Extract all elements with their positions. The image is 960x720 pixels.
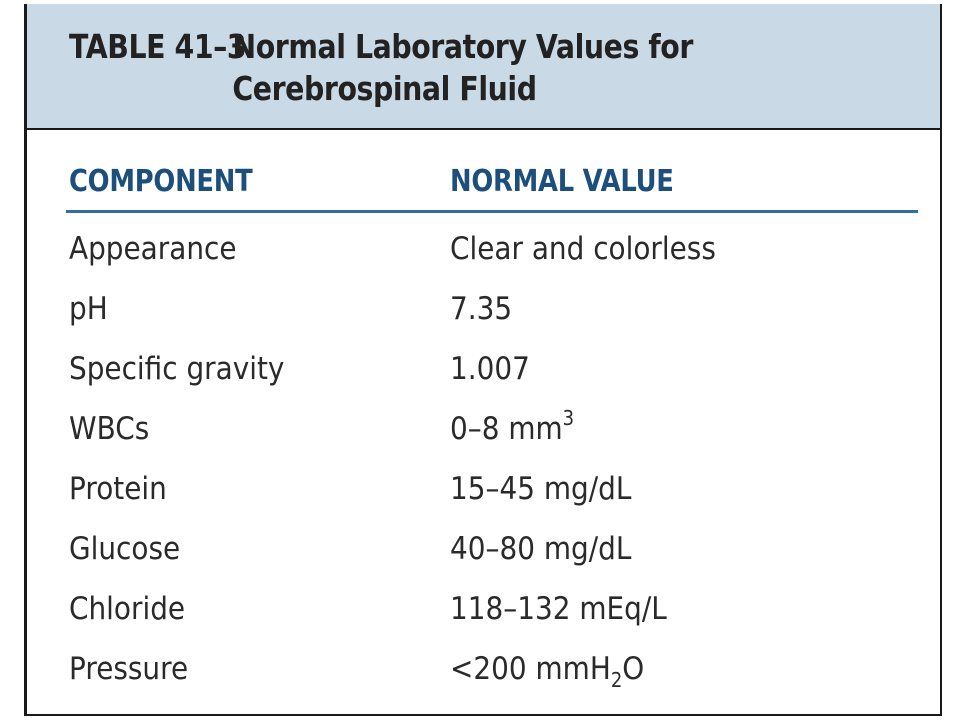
table-title: TABLE 41–3Normal Laboratory Values for C… [69, 26, 693, 110]
table-body: Appearance Clear and colorless pH 7.35 S… [27, 219, 940, 699]
component-cell: Specific gravity [69, 351, 285, 387]
table-title-band: TABLE 41–3Normal Laboratory Values for C… [27, 4, 940, 130]
table-row: Specific gravity 1.007 [27, 339, 940, 399]
table-row: Pressure <200 mmH2O [27, 639, 940, 699]
table-row: Protein 15–45 mg/dL [27, 459, 940, 519]
component-cell: Appearance [69, 231, 237, 267]
component-cell: pH [69, 291, 108, 327]
component-cell: Protein [69, 471, 167, 507]
value-cell: 1.007 [450, 351, 530, 387]
value-cell: <200 mmH2O [450, 639, 644, 699]
value-cell: 15–45 mg/dL [450, 471, 632, 507]
value-text-tail: O [622, 651, 645, 687]
table-row: WBCs 0–8 mm3 [27, 399, 940, 459]
header-divider [66, 210, 918, 213]
table-title-line1: Normal Laboratory Values for [232, 27, 693, 66]
value-cell: 40–80 mg/dL [450, 531, 632, 567]
value-subscript: 2 [610, 668, 623, 692]
table-row: Chloride 118–132 mEq/L [27, 579, 940, 639]
component-cell: Pressure [69, 651, 189, 687]
table-number: TABLE 41–3 [69, 27, 247, 66]
table-title-line2: Cerebrospinal Fluid [232, 69, 537, 108]
component-cell: Glucose [69, 531, 181, 567]
value-cell: 7.35 [450, 291, 513, 327]
table-row: Appearance Clear and colorless [27, 219, 940, 279]
value-superscript: 3 [562, 406, 575, 430]
value-text: <200 mmH [450, 651, 611, 687]
component-cell: WBCs [69, 411, 150, 447]
value-cell: Clear and colorless [450, 231, 716, 267]
table-row: pH 7.35 [27, 279, 940, 339]
table-frame: TABLE 41–3Normal Laboratory Values for C… [24, 4, 942, 716]
value-text: 0–8 mm [450, 411, 563, 447]
column-header-component: COMPONENT [69, 164, 253, 199]
component-cell: Chloride [69, 591, 186, 627]
value-cell: 118–132 mEq/L [450, 591, 667, 627]
table-row: Glucose 40–80 mg/dL [27, 519, 940, 579]
column-header-normal-value: NORMAL VALUE [450, 164, 674, 199]
value-cell: 0–8 mm3 [450, 399, 574, 459]
